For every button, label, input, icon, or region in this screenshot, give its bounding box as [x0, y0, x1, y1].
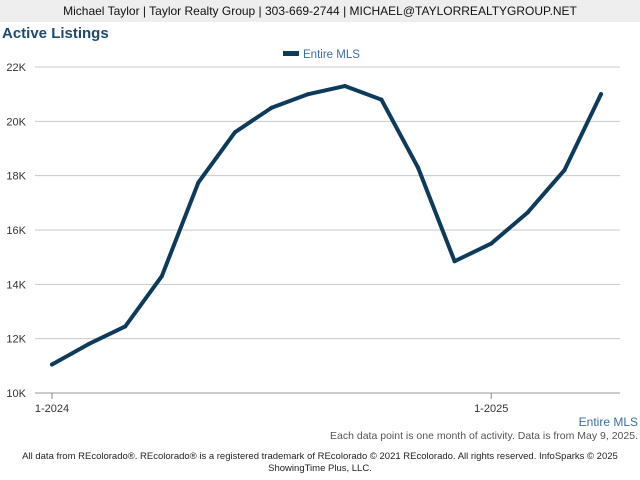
legal-line-1: All data from REcolorado®. REcolorado® i…	[22, 451, 618, 462]
data-point	[196, 180, 201, 185]
x-tick-label: 1-2025	[474, 403, 508, 415]
legend-label: Entire MLS	[303, 49, 360, 61]
data-point	[562, 168, 567, 173]
line-chart: 10K 12K 14K 16K 18K 20K 22K 1-2024 1-2025 Entire …	[6, 49, 638, 429]
legal-footer: All data from REcolorado®. REcolorado® i…	[0, 451, 640, 475]
y-tick-label: 14K	[6, 279, 26, 291]
data-point	[123, 324, 128, 329]
legal-line-2: ShowingTime Plus, LLC.	[268, 463, 372, 474]
data-point	[159, 274, 164, 279]
data-point	[525, 210, 530, 215]
data-point	[342, 84, 347, 89]
y-tick-label: 10K	[6, 388, 26, 400]
data-note: Each data point is one month of activity…	[330, 430, 638, 442]
data-point	[379, 97, 384, 102]
legend-swatch	[283, 51, 299, 56]
contact-text: Michael Taylor | Taylor Realty Group | 3…	[63, 4, 577, 18]
data-point	[489, 241, 494, 246]
series-end-label: Entire MLS	[579, 415, 638, 429]
data-point	[599, 92, 603, 97]
series-line-entire-mls	[50, 84, 603, 367]
chart-title: Active Listings	[2, 25, 109, 42]
y-tick-label: 16K	[6, 225, 26, 237]
data-point	[233, 130, 237, 135]
y-tick-label: 22K	[6, 62, 26, 74]
data-point	[269, 105, 274, 110]
data-point	[416, 165, 420, 170]
data-point	[86, 342, 91, 347]
y-tick-label: 18K	[6, 171, 26, 183]
contact-header: Michael Taylor | Taylor Realty Group | 3…	[0, 0, 640, 22]
y-tick-label: 20K	[6, 116, 26, 128]
x-tick-label: 1-2024	[35, 403, 69, 415]
data-point	[50, 362, 54, 367]
data-point	[452, 259, 457, 264]
data-point	[306, 92, 311, 97]
y-tick-label: 12K	[6, 334, 26, 346]
